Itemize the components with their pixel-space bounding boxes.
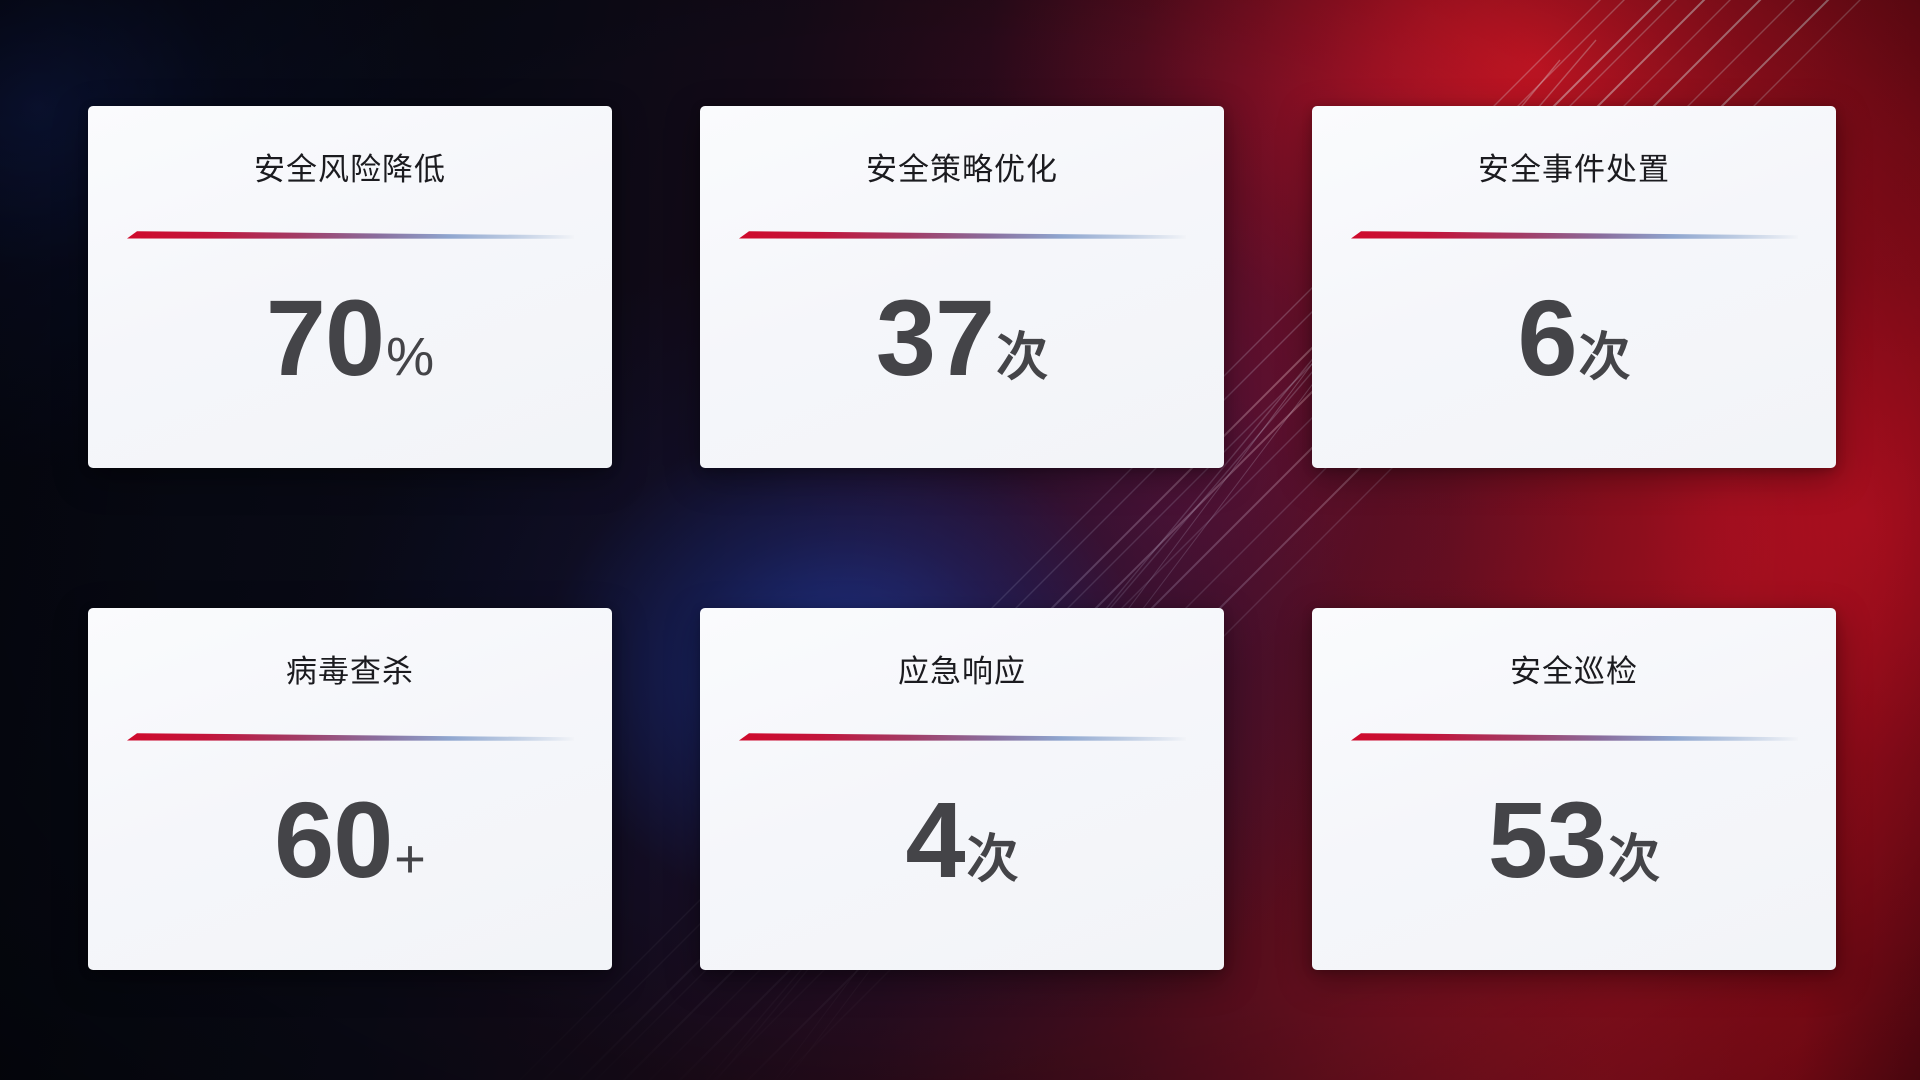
stat-value-number: 60 bbox=[274, 779, 393, 900]
stat-value-number: 70 bbox=[265, 277, 385, 398]
stat-card-title: 安全巡检 bbox=[1510, 654, 1638, 689]
stat-value-unit: 次 bbox=[966, 831, 1019, 889]
stat-card[interactable]: 安全策略优化 bbox=[700, 106, 1224, 468]
stat-value-unit: 次 bbox=[996, 329, 1049, 387]
stat-value-unit: % bbox=[386, 327, 435, 387]
stat-value-number: 37 bbox=[875, 277, 995, 398]
stat-card-divider bbox=[1350, 228, 1798, 240]
stat-card-divider bbox=[126, 228, 574, 240]
stat-value-unit: 次 bbox=[1608, 831, 1661, 889]
stat-card[interactable]: 安全事件处置 bbox=[1312, 106, 1836, 468]
stat-value-unit: + bbox=[394, 829, 426, 889]
stat-card-title: 应急响应 bbox=[898, 654, 1026, 689]
stat-card-value: 70 % bbox=[266, 284, 434, 392]
stat-card-value: 53 次 bbox=[1488, 786, 1660, 894]
stat-card-title: 安全风险降低 bbox=[254, 152, 446, 187]
stat-card-divider bbox=[738, 730, 1186, 742]
stat-card-value: 4 次 bbox=[905, 786, 1018, 894]
stat-card-title: 安全策略优化 bbox=[866, 152, 1058, 187]
stat-card[interactable]: 病毒查杀 bbox=[88, 608, 612, 970]
stat-value-unit: 次 bbox=[1578, 329, 1631, 387]
stat-value-number: 4 bbox=[905, 779, 965, 900]
stat-card-value: 37 次 bbox=[876, 284, 1048, 392]
stat-card[interactable]: 应急响应 bbox=[700, 608, 1224, 970]
stat-card-divider bbox=[126, 730, 574, 742]
stat-card-divider bbox=[1350, 730, 1798, 742]
stat-value-number: 53 bbox=[1487, 779, 1607, 900]
stat-card[interactable]: 安全巡检 bbox=[1312, 608, 1836, 970]
stat-card-divider bbox=[738, 228, 1186, 240]
stat-value-number: 6 bbox=[1517, 277, 1577, 398]
stat-card-grid: 安全风险降低 bbox=[88, 106, 1836, 970]
stat-card-value: 60 + bbox=[274, 786, 426, 894]
stat-card-value: 6 次 bbox=[1517, 284, 1630, 392]
stat-card-title: 病毒查杀 bbox=[286, 654, 414, 689]
stat-card[interactable]: 安全风险降低 bbox=[88, 106, 612, 468]
stat-card-title: 安全事件处置 bbox=[1478, 152, 1670, 187]
